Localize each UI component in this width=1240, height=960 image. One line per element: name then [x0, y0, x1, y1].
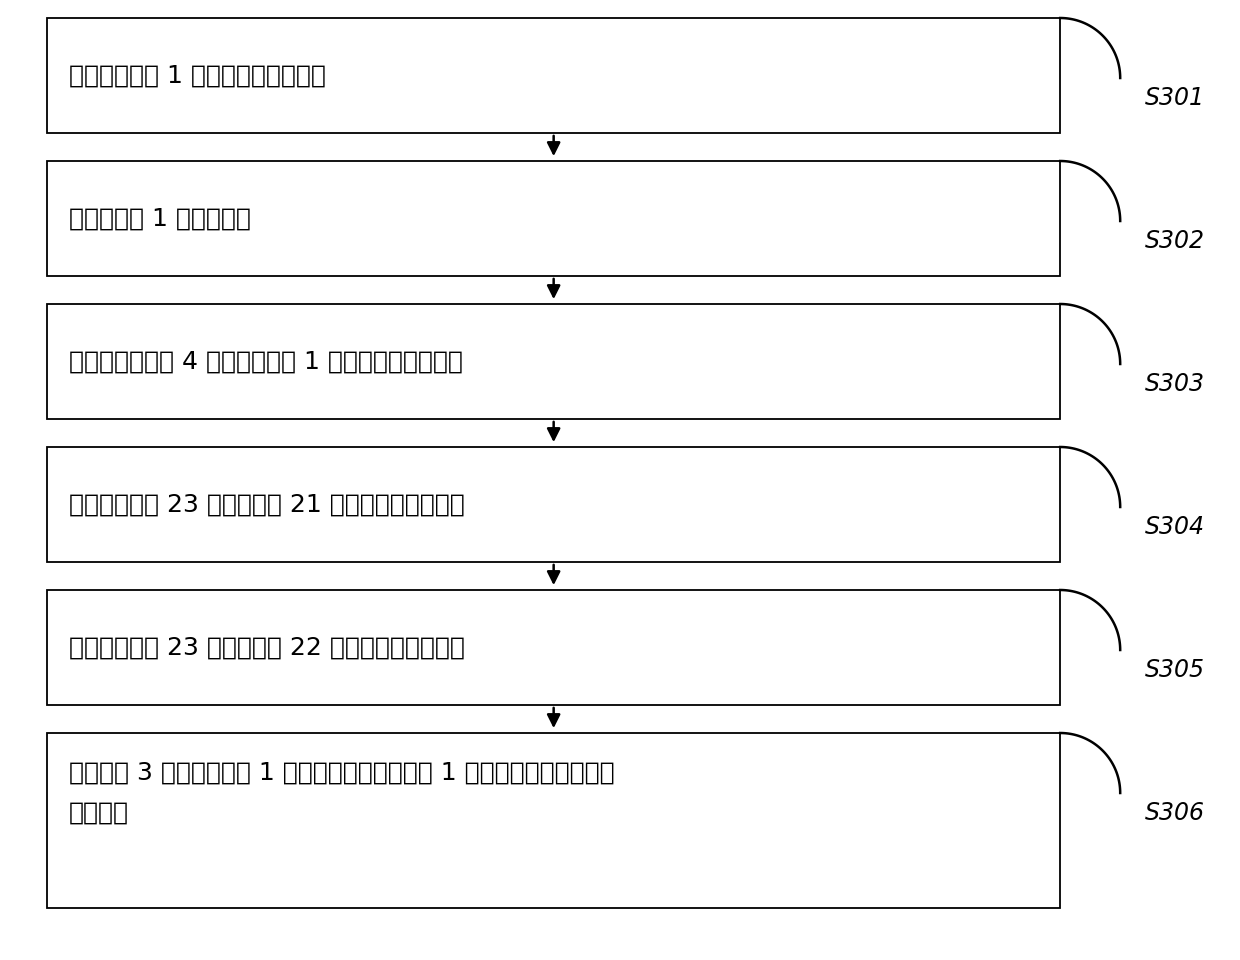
Text: S305: S305	[1146, 658, 1205, 682]
Text: S303: S303	[1146, 372, 1205, 396]
Bar	[47, 161, 1060, 276]
Text: 截割头组件 1 截割煎壁；: 截割头组件 1 截割煎壁；	[69, 206, 250, 230]
Text: 运输转运机组件 4 将截割头组件 1 截割下的煎块运走；: 运输转运机组件 4 将截割头组件 1 截割下的煎块运走；	[69, 349, 463, 373]
Bar	[47, 447, 1060, 562]
Bar	[47, 304, 1060, 419]
Text: S302: S302	[1146, 229, 1205, 253]
Text: S306: S306	[1146, 801, 1205, 825]
Text: 将截割头组件 1 向前推移一个行程；: 将截割头组件 1 向前推移一个行程；	[69, 63, 326, 87]
Text: 锦杆组件 3 在截割头组件 1 前移后的支护支架组件 1 的内部空间中支护顶板
和俧帮。: 锦杆组件 3 在截割头组件 1 前移后的支护支架组件 1 的内部空间中支护顶板 …	[69, 761, 615, 825]
Text: S301: S301	[1146, 86, 1205, 110]
Text: 前架推移油缸 23 缩回将后架 22 向前拉动一个行程；: 前架推移油缸 23 缩回将后架 22 向前拉动一个行程；	[69, 636, 465, 660]
Bar	[47, 18, 1060, 133]
Text: 前架推移油缸 23 伸出将前架 21 向前推移一个行程；: 前架推移油缸 23 伸出将前架 21 向前推移一个行程；	[69, 492, 465, 516]
Text: S304: S304	[1146, 515, 1205, 539]
Bar	[47, 590, 1060, 705]
Bar	[47, 733, 1060, 908]
